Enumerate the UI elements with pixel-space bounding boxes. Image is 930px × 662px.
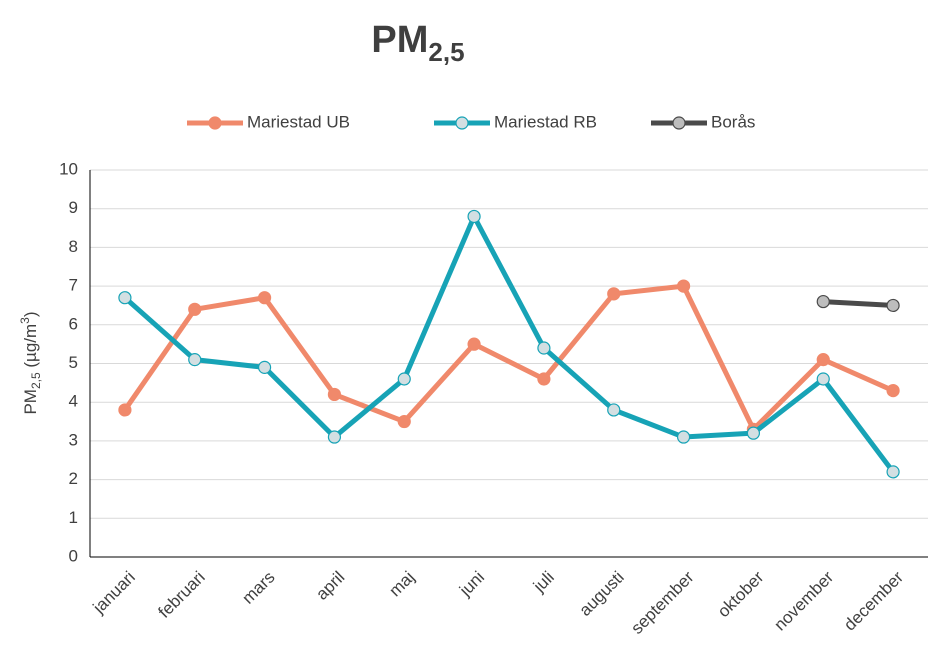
series-line bbox=[823, 299, 894, 308]
data-point bbox=[537, 372, 551, 386]
data-point bbox=[676, 430, 691, 444]
data-point bbox=[188, 302, 202, 316]
data-point bbox=[607, 403, 621, 417]
y-tick-label: 3 bbox=[69, 430, 78, 449]
data-point bbox=[327, 430, 342, 444]
x-tick-label: januari bbox=[89, 568, 139, 618]
data-point bbox=[537, 341, 551, 355]
legend-label: Mariestad RB bbox=[494, 112, 597, 131]
chart-title: PM2,5 bbox=[371, 19, 464, 67]
data-point bbox=[397, 372, 411, 386]
x-tick-label: juli bbox=[529, 568, 558, 597]
legend-marker bbox=[455, 116, 469, 130]
x-tick-label: juni bbox=[455, 568, 488, 601]
y-label-part: ) bbox=[21, 311, 40, 317]
x-tick-label: december bbox=[840, 567, 907, 634]
legend-label: Mariestad UB bbox=[247, 112, 350, 131]
y-label-sup: 3 bbox=[18, 317, 32, 324]
x-tick-label: november bbox=[770, 567, 837, 634]
y-axis-label: PM2,5 (µg/m3) bbox=[18, 311, 43, 414]
legend-marker bbox=[672, 116, 686, 130]
y-tick-label: 0 bbox=[69, 546, 78, 565]
y-tick-label: 8 bbox=[69, 237, 78, 256]
data-point bbox=[467, 337, 481, 351]
y-tick-label: 7 bbox=[69, 276, 78, 295]
data-point bbox=[746, 426, 761, 440]
x-tick-label: oktober bbox=[714, 567, 768, 621]
x-tick-label: augusti bbox=[576, 568, 628, 620]
legend-marker bbox=[208, 116, 222, 130]
x-tick-label: mars bbox=[238, 568, 278, 608]
x-tick-label: september bbox=[627, 567, 697, 637]
y-label-part: PM bbox=[21, 389, 40, 415]
data-point bbox=[886, 298, 900, 313]
y-tick-label: 1 bbox=[69, 508, 78, 527]
y-tick-label: 6 bbox=[69, 314, 78, 333]
data-point bbox=[676, 279, 691, 293]
y-tick-label: 5 bbox=[69, 353, 78, 372]
y-label-part: (µg/m bbox=[21, 324, 40, 373]
data-point bbox=[188, 353, 202, 367]
x-tick-label: maj bbox=[385, 568, 418, 601]
y-tick-label: 4 bbox=[69, 392, 78, 411]
data-point bbox=[607, 287, 621, 301]
data-point bbox=[886, 465, 900, 479]
y-tick-label: 10 bbox=[59, 159, 78, 178]
data-point bbox=[257, 360, 272, 374]
series-line bbox=[123, 213, 896, 474]
y-tick-label: 9 bbox=[69, 198, 78, 217]
x-tick-label: april bbox=[312, 568, 348, 604]
series-line bbox=[122, 283, 895, 432]
data-point bbox=[257, 291, 272, 305]
data-point bbox=[816, 294, 830, 309]
y-tick-label: 2 bbox=[69, 469, 78, 488]
data-point bbox=[118, 403, 132, 417]
data-point bbox=[327, 387, 342, 402]
title-main: PM bbox=[371, 19, 428, 61]
data-point bbox=[816, 353, 830, 367]
data-point bbox=[886, 383, 900, 398]
data-point bbox=[397, 414, 411, 429]
data-point bbox=[467, 209, 481, 224]
title-sub: 2,5 bbox=[428, 37, 464, 67]
data-point bbox=[816, 372, 830, 386]
y-label-sub: 2,5 bbox=[29, 372, 43, 389]
x-tick-label: februari bbox=[155, 568, 209, 622]
data-point bbox=[118, 291, 132, 305]
legend-label: Borås bbox=[711, 112, 755, 131]
